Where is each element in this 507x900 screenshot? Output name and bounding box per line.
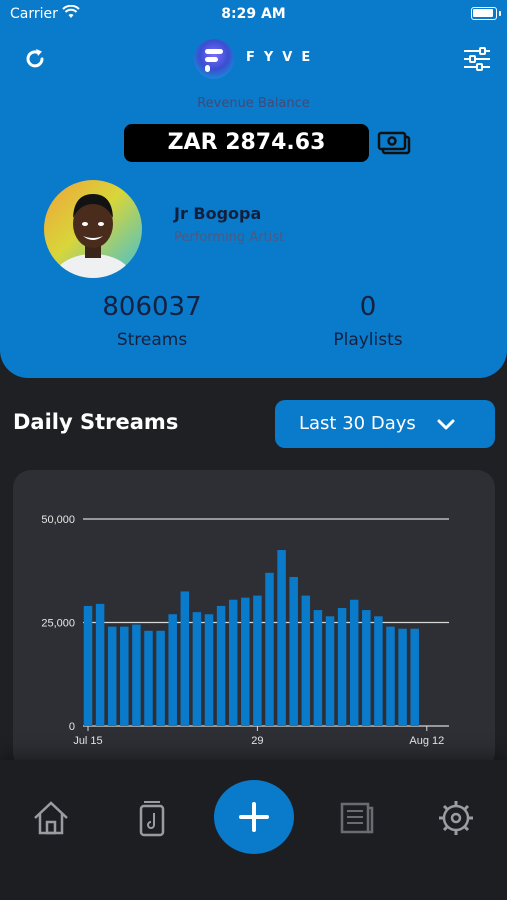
daily-streams-chart: 50,000 25,000 0 Jul 15 29 Aug 12 — [13, 470, 495, 770]
news-icon — [340, 802, 374, 834]
music-file-icon — [139, 801, 165, 837]
chart-bar — [180, 591, 190, 726]
date-range-dropdown[interactable]: Last 30 Days — [275, 400, 495, 448]
tab-music[interactable] — [132, 798, 172, 838]
gear-icon — [439, 801, 473, 835]
chart-bar — [216, 605, 226, 726]
x-tick-label: Aug 12 — [409, 735, 444, 747]
chart-bar — [289, 576, 298, 726]
chart-bar — [374, 616, 383, 726]
section-title: Daily Streams — [13, 410, 179, 434]
chart-bar — [107, 626, 117, 726]
wifi-icon — [62, 4, 80, 23]
chart-bar — [337, 608, 347, 726]
plus-icon — [239, 802, 269, 832]
header-panel: Carrier 8:29 AM FYVE Revenue Balance ZAR — [0, 0, 507, 378]
chart-bar — [95, 603, 105, 726]
date-range-label: Last 30 Days — [299, 413, 416, 434]
chart-bar — [83, 605, 93, 726]
chart-bar — [204, 614, 214, 726]
artist-name: Jr Bogopa — [174, 204, 262, 223]
chart-bar — [265, 572, 274, 726]
add-button[interactable] — [214, 780, 294, 854]
chart-bar — [168, 614, 177, 726]
refresh-icon — [26, 49, 44, 68]
chart-bar — [362, 610, 371, 726]
playlists-count: 0 — [359, 292, 377, 322]
chart-bar — [120, 626, 129, 726]
withdraw-cash-button[interactable] — [377, 130, 411, 156]
tab-news[interactable] — [337, 798, 377, 838]
tab-settings[interactable] — [436, 798, 476, 838]
x-tick-label: Jul 15 — [73, 735, 102, 747]
streams-count: 806037 — [102, 292, 202, 322]
chart-bar — [277, 550, 286, 726]
balance-value: ZAR 2874.63 — [124, 124, 369, 162]
avatar[interactable] — [44, 180, 142, 278]
filter-settings-button[interactable] — [462, 46, 492, 72]
chart-bar — [228, 599, 238, 726]
sliders-icon — [464, 47, 490, 71]
artist-role: Performing Artist — [174, 230, 285, 245]
chart-bar — [301, 595, 311, 726]
chart-bar — [313, 610, 323, 726]
playlists-label: Playlists — [333, 330, 403, 350]
chart-bar — [398, 628, 407, 726]
carrier-label: Carrier — [10, 6, 58, 22]
tab-home[interactable] — [31, 798, 71, 838]
chart-bar — [325, 616, 335, 726]
y-tick-label: 0 — [69, 721, 75, 733]
refresh-button[interactable] — [22, 46, 48, 72]
chevron-down-icon — [437, 419, 455, 430]
y-tick-label: 50,000 — [41, 514, 75, 526]
revenue-balance-label: Revenue Balance — [197, 96, 310, 111]
x-tick-label: 29 — [251, 735, 263, 747]
chart-bar — [241, 597, 250, 726]
chart-canvas: 50,000 25,000 0 Jul 15 29 Aug 12 — [41, 514, 449, 747]
streams-label: Streams — [116, 330, 188, 350]
artist-photo — [53, 194, 133, 278]
chart-bar — [349, 599, 359, 726]
cash-icon — [377, 131, 411, 155]
chart-bar — [386, 626, 395, 726]
brand-wordmark: FYVE — [246, 50, 320, 65]
chart-bar — [253, 595, 262, 726]
chart-bar — [156, 630, 165, 726]
fyve-logo-icon — [193, 38, 235, 80]
battery-icon — [471, 7, 501, 20]
chart-bar — [192, 612, 202, 726]
chart-bar — [132, 624, 141, 726]
y-tick-label: 25,000 — [41, 618, 75, 630]
home-icon — [34, 801, 68, 835]
chart-bar — [410, 628, 419, 726]
status-bar: Carrier 8:29 AM — [0, 0, 507, 28]
status-time: 8:29 AM — [221, 6, 286, 22]
chart-bar — [144, 630, 153, 726]
